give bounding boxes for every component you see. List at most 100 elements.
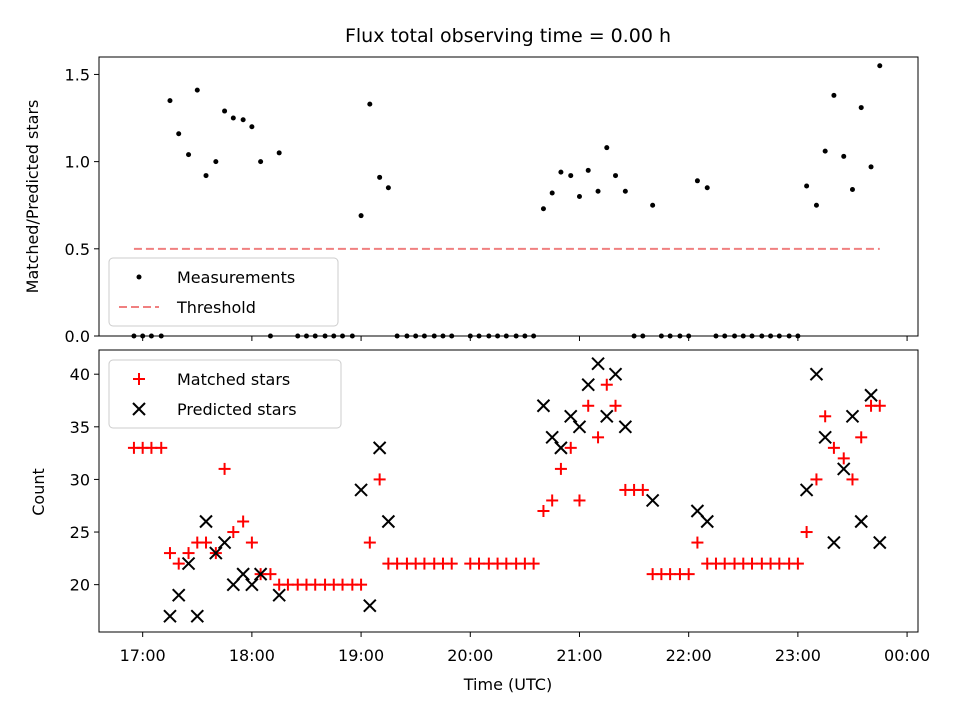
matched-point [373, 473, 386, 486]
measurement-point [258, 159, 264, 165]
predicted-point [600, 409, 614, 423]
predicted-point [837, 462, 851, 476]
matched-point [355, 578, 368, 591]
bottom-y-tick-label: 20 [70, 576, 90, 595]
matched-point [819, 410, 832, 423]
measurement-point [650, 202, 656, 208]
measurement-point [276, 150, 282, 156]
matched-point [264, 568, 277, 581]
bottom-y-tick-label: 35 [70, 418, 90, 437]
matched-point [155, 441, 168, 454]
predicted-point [645, 493, 660, 508]
matched-point [592, 431, 605, 444]
predicted-point [864, 388, 878, 402]
matched-point [227, 526, 240, 539]
bottom-panel-frame [98, 349, 919, 633]
predicted-point [236, 567, 250, 581]
top-y-axis-label: Matched/Predicted stars [23, 100, 42, 294]
bottom-y-tick-label: 25 [70, 523, 90, 542]
matched-point [810, 473, 823, 486]
predicted-point [827, 535, 841, 550]
legend-measurements-marker [136, 274, 142, 280]
x-tick-label: 21:00 [556, 646, 602, 665]
predicted-point [572, 420, 587, 434]
matched-point [172, 557, 185, 570]
matched-point [200, 536, 213, 549]
predicted-point [381, 514, 396, 529]
predicted-point [372, 441, 387, 455]
bottom-y-axis-label: Count [29, 468, 48, 516]
measurement-point [694, 178, 700, 184]
x-tick-label: 22:00 [666, 646, 712, 665]
legend-predicted-marker [132, 402, 146, 416]
predicted-point [690, 504, 705, 518]
matched-point [363, 536, 376, 549]
measurement-point [604, 145, 610, 151]
measurement-point [568, 173, 574, 179]
x-tick-label: 18:00 [229, 646, 275, 665]
bottom-legend: Matched stars Predicted stars [108, 359, 342, 429]
matched-point [218, 462, 231, 475]
bottom-panel: 20 25 30 35 40 17:00 18:00 19:00 20:00 21:00 22:0… [29, 349, 930, 694]
x-axis-label: Time (UTC) [463, 675, 552, 694]
x-tick-label: 20:00 [447, 646, 493, 665]
legend-predicted-label: Predicted stars [177, 400, 297, 419]
measurement-point [849, 187, 855, 193]
matched-point [682, 568, 695, 581]
measurement-point [230, 115, 236, 121]
measurement-point [868, 164, 874, 170]
legend-matched-marker [133, 373, 145, 385]
measurement-point [595, 188, 601, 194]
matched-point [546, 494, 559, 507]
matched-point [827, 441, 840, 454]
predicted-point [272, 588, 286, 602]
measurement-point [704, 185, 710, 191]
matched-point [791, 557, 804, 570]
top-y-tick-label: 0.0 [65, 327, 90, 346]
x-tick-label: 00:00 [884, 646, 930, 665]
bottom-y-tick-label: 30 [70, 470, 90, 489]
top-y-tick-label: 1.5 [65, 65, 90, 84]
matched-point [163, 547, 176, 560]
matched-point [245, 536, 258, 549]
matched-point [691, 536, 704, 549]
x-tick-label: 19:00 [338, 646, 384, 665]
predicted-point [618, 420, 633, 434]
predicted-point [591, 356, 605, 371]
top-y-axis: 0.0 0.5 1.0 1.5 [65, 65, 99, 346]
predicted-point [581, 378, 595, 392]
matched-point [636, 483, 649, 496]
measurement-point [540, 206, 546, 212]
predicted-point [226, 577, 241, 592]
matched-point [445, 557, 458, 570]
matched-point [855, 431, 868, 444]
predicted-point [253, 567, 268, 581]
predicted-point [564, 409, 578, 423]
measurement-point [203, 173, 209, 179]
measurement-point [549, 190, 555, 196]
predicted-point [536, 399, 551, 413]
measurement-point [167, 98, 173, 104]
matched-point [600, 378, 613, 391]
measurement-point [622, 188, 628, 194]
predicted-point [181, 556, 196, 571]
measurement-point [358, 213, 364, 219]
matched-point [564, 441, 577, 454]
bottom-y-axis: 20 25 30 35 40 [70, 365, 99, 595]
matched-point [609, 399, 622, 412]
matched-point [554, 462, 567, 475]
predicted-point [245, 577, 259, 592]
matched-point [527, 557, 540, 570]
matched-point [837, 452, 850, 465]
legend-matched-label: Matched stars [177, 370, 290, 389]
measurement-point [249, 124, 255, 130]
predicted-point [554, 441, 568, 455]
predicted-point [700, 514, 714, 529]
measurement-point [377, 174, 383, 180]
measurement-point [186, 152, 192, 158]
predicted-point [172, 588, 186, 602]
predicted-point [873, 535, 887, 550]
measurement-point [558, 169, 564, 175]
measurement-point [858, 105, 864, 111]
